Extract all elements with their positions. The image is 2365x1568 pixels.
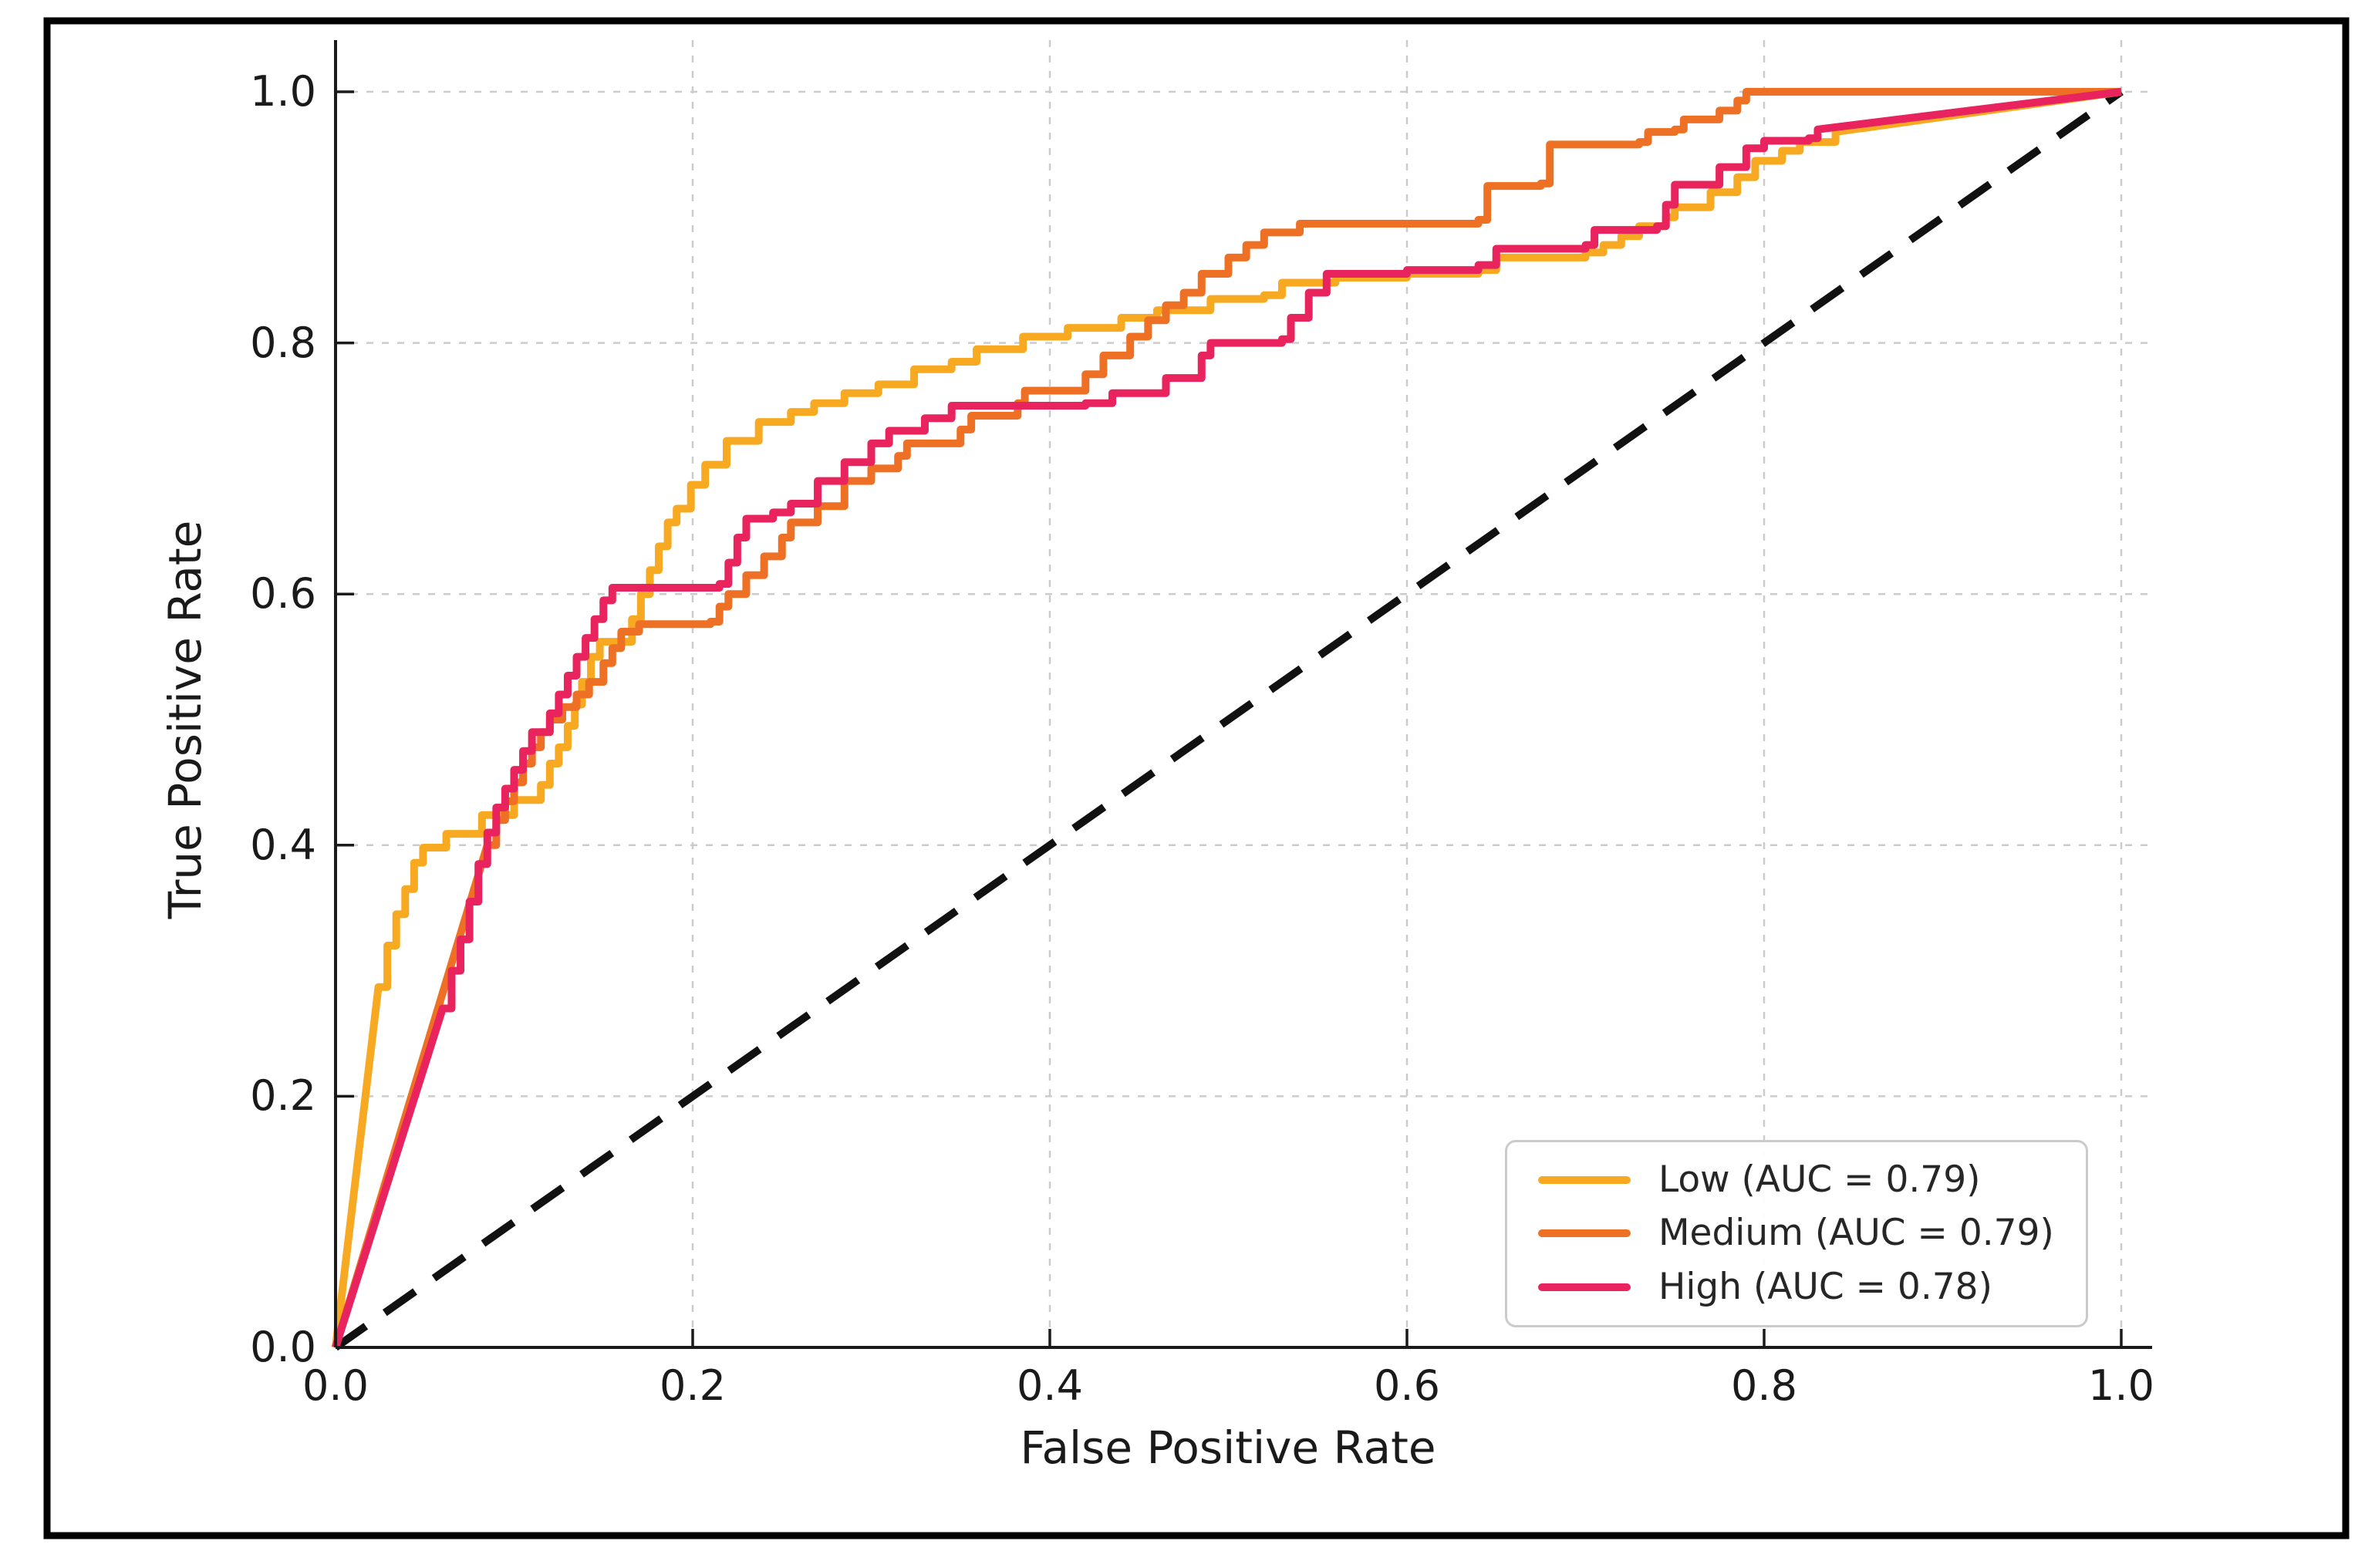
chance-diagonal-line <box>333 88 2124 1351</box>
legend-box: Low (AUC = 0.79) Medium (AUC = 0.79) High … <box>1505 1140 2088 1327</box>
x-tick-label: 0.2 <box>660 1361 726 1410</box>
x-tick-label: 0.0 <box>302 1361 369 1410</box>
legend-row-low: Low (AUC = 0.79) <box>1526 1158 2067 1202</box>
y-tick-label: 0.4 <box>250 820 316 869</box>
legend-label-high: High (AUC = 0.78) <box>1658 1266 1992 1309</box>
x-axis-label: False Positive Rate <box>1020 1421 1436 1474</box>
x-tick-label: 0.4 <box>1017 1361 1083 1410</box>
chance-diagonal-layer <box>333 88 2124 1351</box>
y-tick-label: 0.6 <box>250 569 316 619</box>
legend-line-swatch-low <box>1538 1175 1631 1184</box>
y-tick-label: 0.0 <box>250 1323 316 1371</box>
roc-curve-layer <box>332 88 2122 1349</box>
y-axis-label: True Positive Rate <box>159 520 211 919</box>
roc-curve-medium <box>332 88 2121 1349</box>
axes-layer <box>334 40 2152 1349</box>
roc-curve-low <box>332 88 2122 1348</box>
legend-label-low: Low (AUC = 0.79) <box>1658 1158 1981 1201</box>
x-tick-label: 1.0 <box>2088 1361 2154 1410</box>
figure-border-frame <box>43 17 2350 1539</box>
legend-line-swatch-high <box>1538 1283 1631 1292</box>
y-tick-label: 0.8 <box>250 318 316 367</box>
legend-label-medium: Medium (AUC = 0.79) <box>1658 1212 2054 1255</box>
legend-row-high: High (AUC = 0.78) <box>1526 1266 2067 1309</box>
y-tick-label: 0.2 <box>250 1071 316 1121</box>
legend-line-swatch-medium <box>1538 1229 1631 1238</box>
y-tick-label: 1.0 <box>250 67 316 116</box>
x-tick-label: 0.8 <box>1731 1361 1797 1410</box>
legend-row-medium: Medium (AUC = 0.79) <box>1526 1212 2067 1255</box>
roc-curve-high <box>332 88 2122 1349</box>
x-tick-label: 0.6 <box>1374 1361 1440 1410</box>
